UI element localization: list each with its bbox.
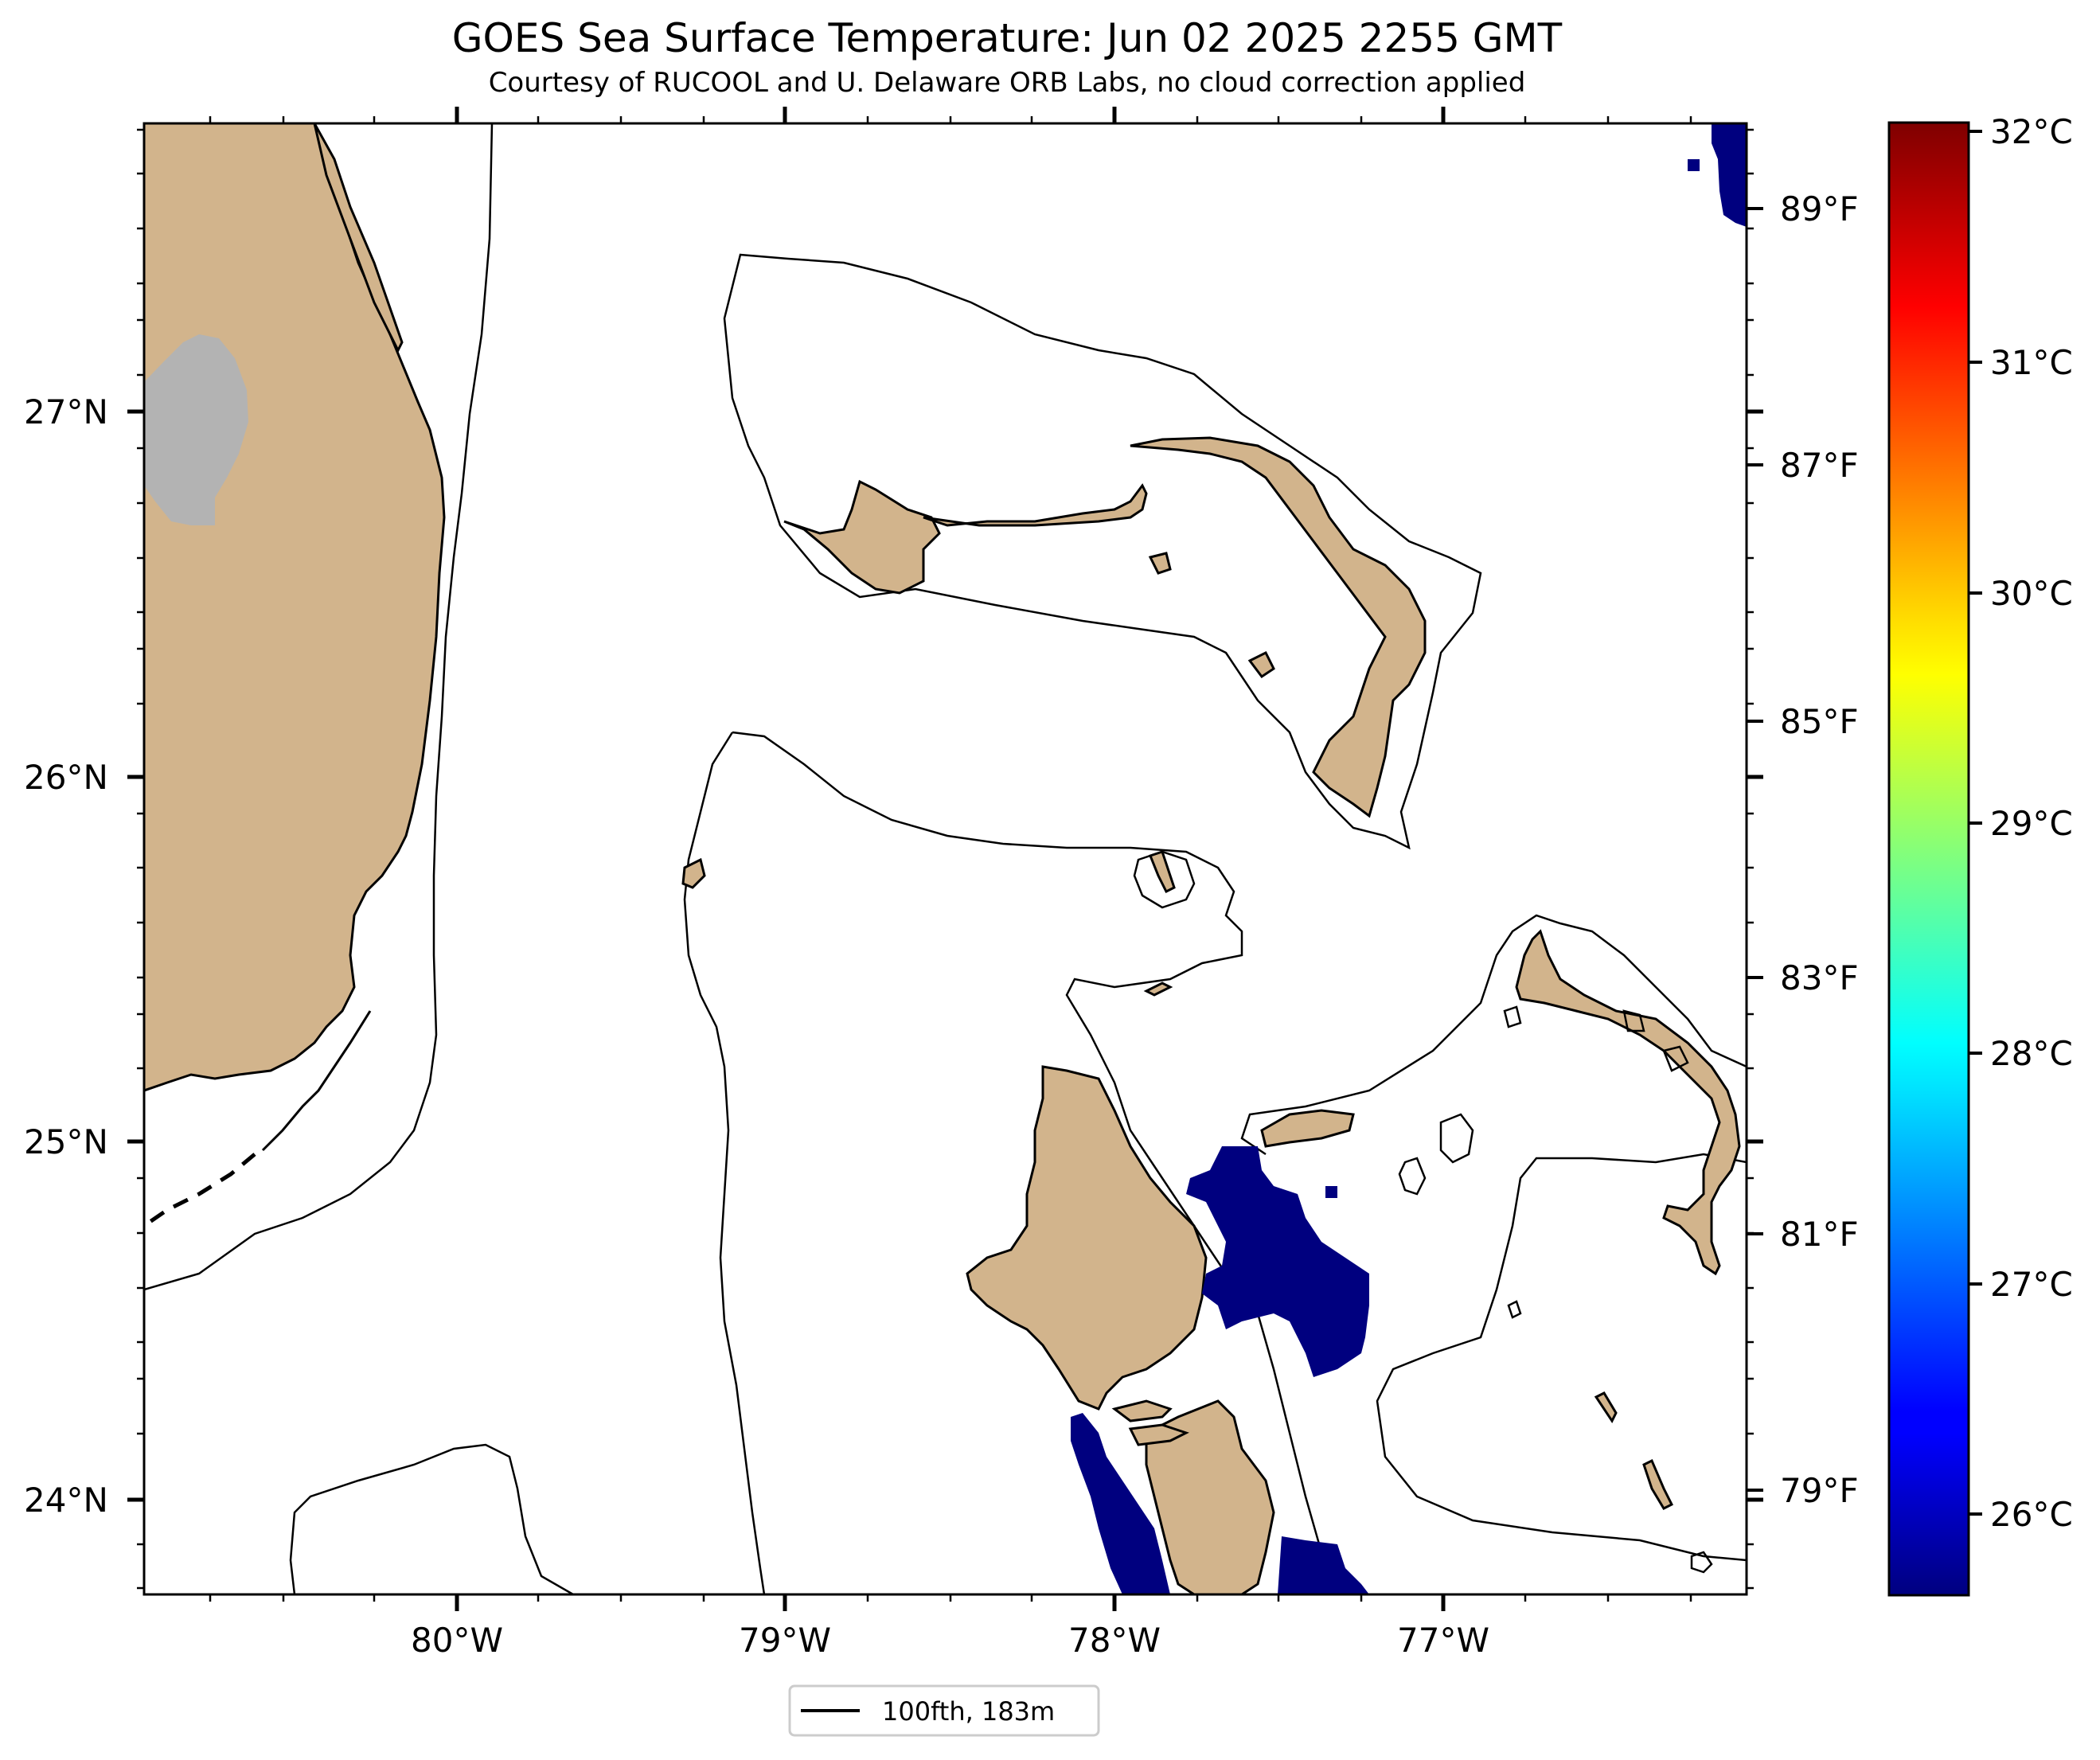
andros-island xyxy=(966,1065,1208,1411)
lon-label-78w: 78°W xyxy=(1068,1621,1161,1660)
shoal-4 xyxy=(1507,1300,1522,1319)
berry-islands xyxy=(1149,850,1176,894)
c-label-28: 28°C xyxy=(1990,1034,2073,1073)
florida-keys xyxy=(261,1010,372,1152)
eleuthera xyxy=(1515,929,1741,1276)
f-label-87: 87°F xyxy=(1780,446,1859,485)
shoal-5 xyxy=(1622,1009,1645,1032)
grand-bahama xyxy=(783,479,941,595)
lon-label-79w: 79°W xyxy=(739,1621,831,1660)
shoal-3 xyxy=(1690,1551,1713,1574)
new-providence xyxy=(1260,1109,1355,1148)
f-label-85: 85°F xyxy=(1780,702,1859,741)
grand-bahama-east xyxy=(923,483,1148,527)
f-label-81: 81°F xyxy=(1780,1215,1859,1254)
abaco-cay-2 xyxy=(1148,552,1172,575)
map-frame xyxy=(142,122,1748,1596)
barrier-island xyxy=(313,123,404,353)
cold-sst-patch-andros-west xyxy=(1071,1413,1170,1594)
lon-label-77w: 77°W xyxy=(1397,1621,1489,1660)
c-label-27: 27°C xyxy=(1990,1265,2073,1304)
f-label-89: 89°F xyxy=(1780,189,1859,228)
shoal-2 xyxy=(1398,1157,1427,1196)
c-label-31: 31°C xyxy=(1990,343,2073,382)
lat-ticks xyxy=(127,409,1763,1502)
c-label-32: 32°C xyxy=(1990,112,2073,151)
andros-middle-cays xyxy=(1111,1399,1173,1422)
shoal-1 xyxy=(1439,1113,1474,1164)
exuma-cay xyxy=(1594,1391,1618,1423)
c-label-30: 30°C xyxy=(1990,574,2073,613)
ocean-background xyxy=(144,123,1747,1594)
lon-ticks xyxy=(455,107,1446,1611)
bimini xyxy=(681,857,706,889)
colorbar xyxy=(1887,121,1970,1597)
isobath-little-bahama-bank xyxy=(723,253,1482,850)
lat-label-24n: 24°N xyxy=(24,1481,108,1520)
great-abaco xyxy=(1130,436,1427,818)
cold-sst-patch-tongue xyxy=(1186,1146,1369,1377)
andros-south xyxy=(1145,1399,1275,1594)
shoal-6 xyxy=(1662,1045,1689,1072)
celsius-ticks xyxy=(1969,130,1982,1516)
isobath-east xyxy=(1240,914,1747,1156)
legend: 100fth, 183m xyxy=(788,1684,1100,1737)
isobath-florida-strait-west xyxy=(144,123,494,1291)
berry-cay xyxy=(1143,981,1173,997)
lat-minor-ticks xyxy=(137,128,1754,1590)
cold-sst-pixel-2 xyxy=(1325,1186,1337,1198)
berry-islands-shoal xyxy=(1133,850,1196,909)
lat-label-27n: 27°N xyxy=(24,392,108,431)
cold-sst-pixel xyxy=(1688,159,1700,171)
abaco-cay xyxy=(1247,650,1275,679)
isobath-tongue-of-ocean xyxy=(1376,1153,1747,1562)
lon-minor-ticks xyxy=(209,116,1692,1602)
chart-subtitle: Courtesy of RUCOOL and U. Delaware ORB L… xyxy=(488,67,1526,99)
florida-keys-west xyxy=(144,1153,256,1228)
isobath-south xyxy=(289,1443,574,1594)
andros-middle-cays-2 xyxy=(1128,1423,1189,1446)
c-label-29: 29°C xyxy=(1990,804,2073,843)
legend-label: 100fth, 183m xyxy=(882,1696,1055,1727)
f-label-79: 79°F xyxy=(1780,1471,1859,1510)
lat-label-25n: 25°N xyxy=(24,1122,108,1161)
exuma-cay-2 xyxy=(1642,1458,1674,1510)
chart-title: GOES Sea Surface Temperature: Jun 02 202… xyxy=(451,15,1563,61)
f-label-83: 83°F xyxy=(1780,958,1859,997)
cold-sst-patch-northeast xyxy=(1712,123,1747,227)
lat-label-26n: 26°N xyxy=(24,758,108,797)
lon-label-80w: 80°W xyxy=(411,1621,503,1660)
c-label-26: 26°C xyxy=(1990,1495,2073,1534)
fahrenheit-ticks xyxy=(1747,207,1763,1492)
shoal-7 xyxy=(1503,1005,1522,1028)
legend-box xyxy=(788,1684,1100,1737)
isobath-bank-west-edge xyxy=(683,732,766,1594)
cold-sst-patch-south xyxy=(1278,1536,1369,1594)
cloud-region xyxy=(144,334,248,525)
